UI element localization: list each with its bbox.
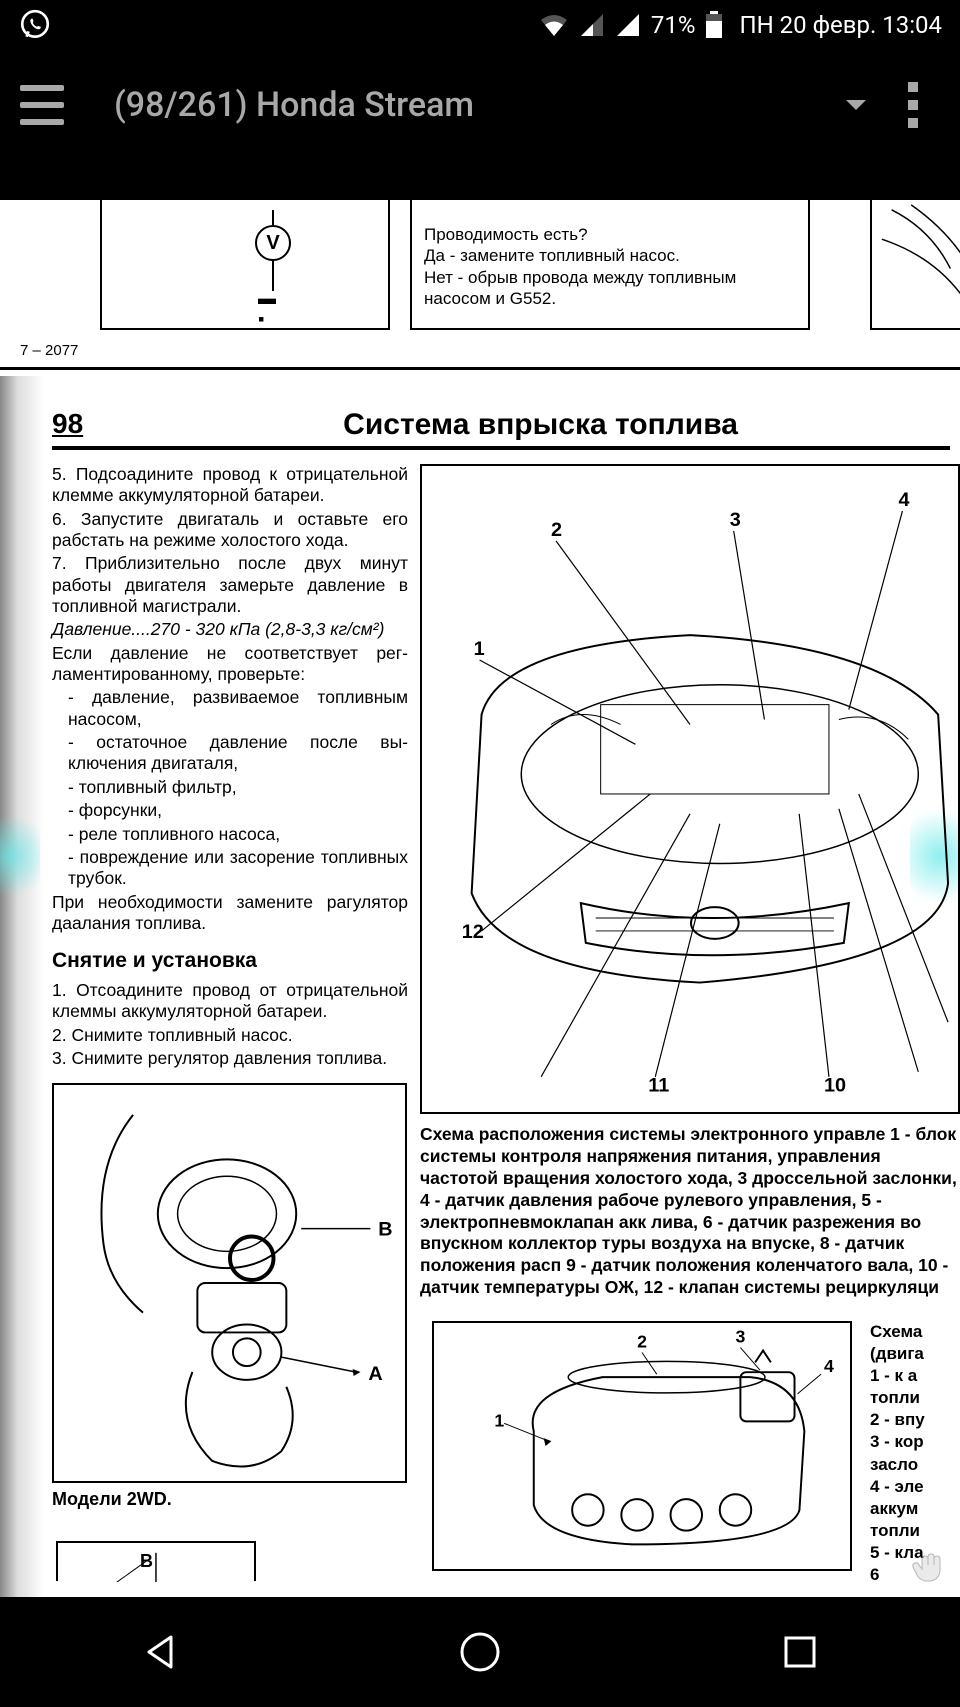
subheading-removal: Снятие и установка	[52, 948, 408, 974]
page-number: 98	[52, 408, 83, 442]
engine-cover-diagram: 1 2 3 4	[432, 1321, 852, 1571]
document-viewport[interactable]: V ▬▪ Проводимость есть? Да - замените то…	[0, 200, 960, 1597]
svg-text:2: 2	[637, 1332, 647, 1352]
home-button[interactable]	[455, 1627, 505, 1677]
svg-text:10: 10	[824, 1075, 846, 1097]
svg-text:A: A	[368, 1363, 382, 1385]
svg-text:12: 12	[462, 921, 484, 943]
battery-percent: 71%	[651, 11, 696, 39]
diagram-fragment-b	[56, 1541, 256, 1581]
answer-no: Нет - обрыв провода между топлив­ным нас…	[424, 267, 796, 310]
android-nav-bar	[0, 1597, 960, 1707]
signal-icon-1	[579, 12, 605, 38]
conductivity-question: Проводимость есть?	[424, 224, 796, 245]
status-datetime: ПН 20 февр. 13:04	[739, 11, 942, 39]
page-ref: 7 – 2077	[20, 342, 78, 359]
menu-icon[interactable]	[20, 85, 64, 125]
answer-yes: Да - замените топливный насос.	[424, 245, 796, 266]
svg-text:4: 4	[824, 1356, 834, 1376]
dropdown-icon[interactable]	[844, 98, 868, 112]
wifi-icon	[539, 12, 569, 38]
back-button[interactable]	[135, 1627, 185, 1677]
page-title: Система впрыска топлива	[343, 408, 738, 442]
overflow-menu-icon[interactable]	[908, 82, 920, 128]
page-98: 98 Система впрыска топлива 5. Подсоадини…	[0, 376, 960, 1597]
recents-button[interactable]	[775, 1627, 825, 1677]
voltmeter-symbol: V	[255, 225, 291, 261]
svg-text:4: 4	[898, 489, 909, 511]
text-column: 5. Подсоадините провод к отрица­тельной …	[52, 464, 420, 1511]
engine-bay-diagram: 1 2 3 4 12 11 10	[420, 464, 960, 1114]
svg-text:3: 3	[730, 509, 741, 531]
whatsapp-icon	[18, 8, 52, 42]
battery-icon	[705, 11, 723, 39]
diagram-caption: Схема расположения системы электронного …	[420, 1124, 960, 1299]
right-legend: Схема (двига 1 - к а топли 2 - впу 3 - к…	[870, 1321, 925, 1586]
svg-text:1: 1	[474, 638, 485, 660]
app-bar: (98/261) Honda Stream	[0, 50, 960, 160]
status-bar: 71% ПН 20 февр. 13:04	[0, 0, 960, 50]
app-title[interactable]: (98/261) Honda Stream	[114, 85, 824, 125]
pan-cursor-icon	[910, 1549, 950, 1589]
svg-text:11: 11	[648, 1075, 669, 1097]
model-label: Модели 2WD.	[52, 1489, 408, 1511]
svg-text:1: 1	[494, 1410, 504, 1430]
page-fragment-top: V ▬▪ Проводимость есть? Да - замените то…	[0, 200, 960, 370]
regulator-diagram: A B	[52, 1083, 407, 1483]
svg-text:2: 2	[551, 519, 562, 541]
svg-text:B: B	[378, 1219, 392, 1241]
signal-icon-2	[615, 12, 641, 38]
svg-text:3: 3	[735, 1327, 745, 1347]
